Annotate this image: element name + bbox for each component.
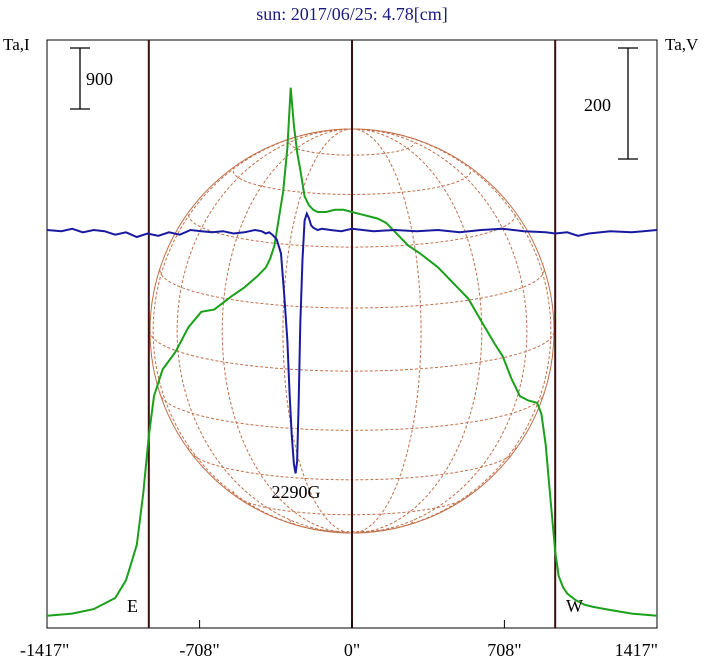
series-line-polarization (46, 210, 658, 474)
x-tick-label: 708" (487, 640, 521, 660)
series-line-intensity (46, 87, 658, 617)
disk-longitude-line (221, 128, 353, 534)
disk-longitude-line (351, 128, 552, 534)
disk-longitude-line (351, 128, 483, 534)
annotation-2290g: 2290G (272, 482, 321, 502)
x-axis-ticks: -1417" -708" 0" 708" 1417" (20, 620, 658, 660)
disk-longitude-line (176, 128, 353, 534)
disk-longitude-line (351, 128, 422, 534)
disk-longitude-line (282, 128, 353, 534)
disk-latitude-line (232, 170, 472, 195)
disk-longitude-line (351, 128, 528, 534)
y-axis-label-left: Ta,I (3, 35, 30, 54)
x-tick-label: 1417" (615, 640, 658, 660)
scale-bar-left (70, 47, 90, 110)
x-tick-label: -1417" (20, 640, 69, 660)
y-axis-label-right: Ta,V (665, 35, 699, 54)
scale-label-right: 200 (584, 95, 611, 115)
chart-title: sun: 2017/06/25: 4.78[cm] (256, 4, 448, 24)
limb-label-west: W (566, 596, 583, 616)
limb-lines (147, 40, 557, 628)
disk-longitude-line (152, 128, 353, 534)
x-tick-label: 0" (344, 640, 360, 660)
limb-label-east: E (127, 596, 138, 616)
x-tick-label: -708" (179, 640, 219, 660)
scale-label-left: 900 (86, 69, 113, 89)
scale-bar-right (618, 47, 638, 160)
